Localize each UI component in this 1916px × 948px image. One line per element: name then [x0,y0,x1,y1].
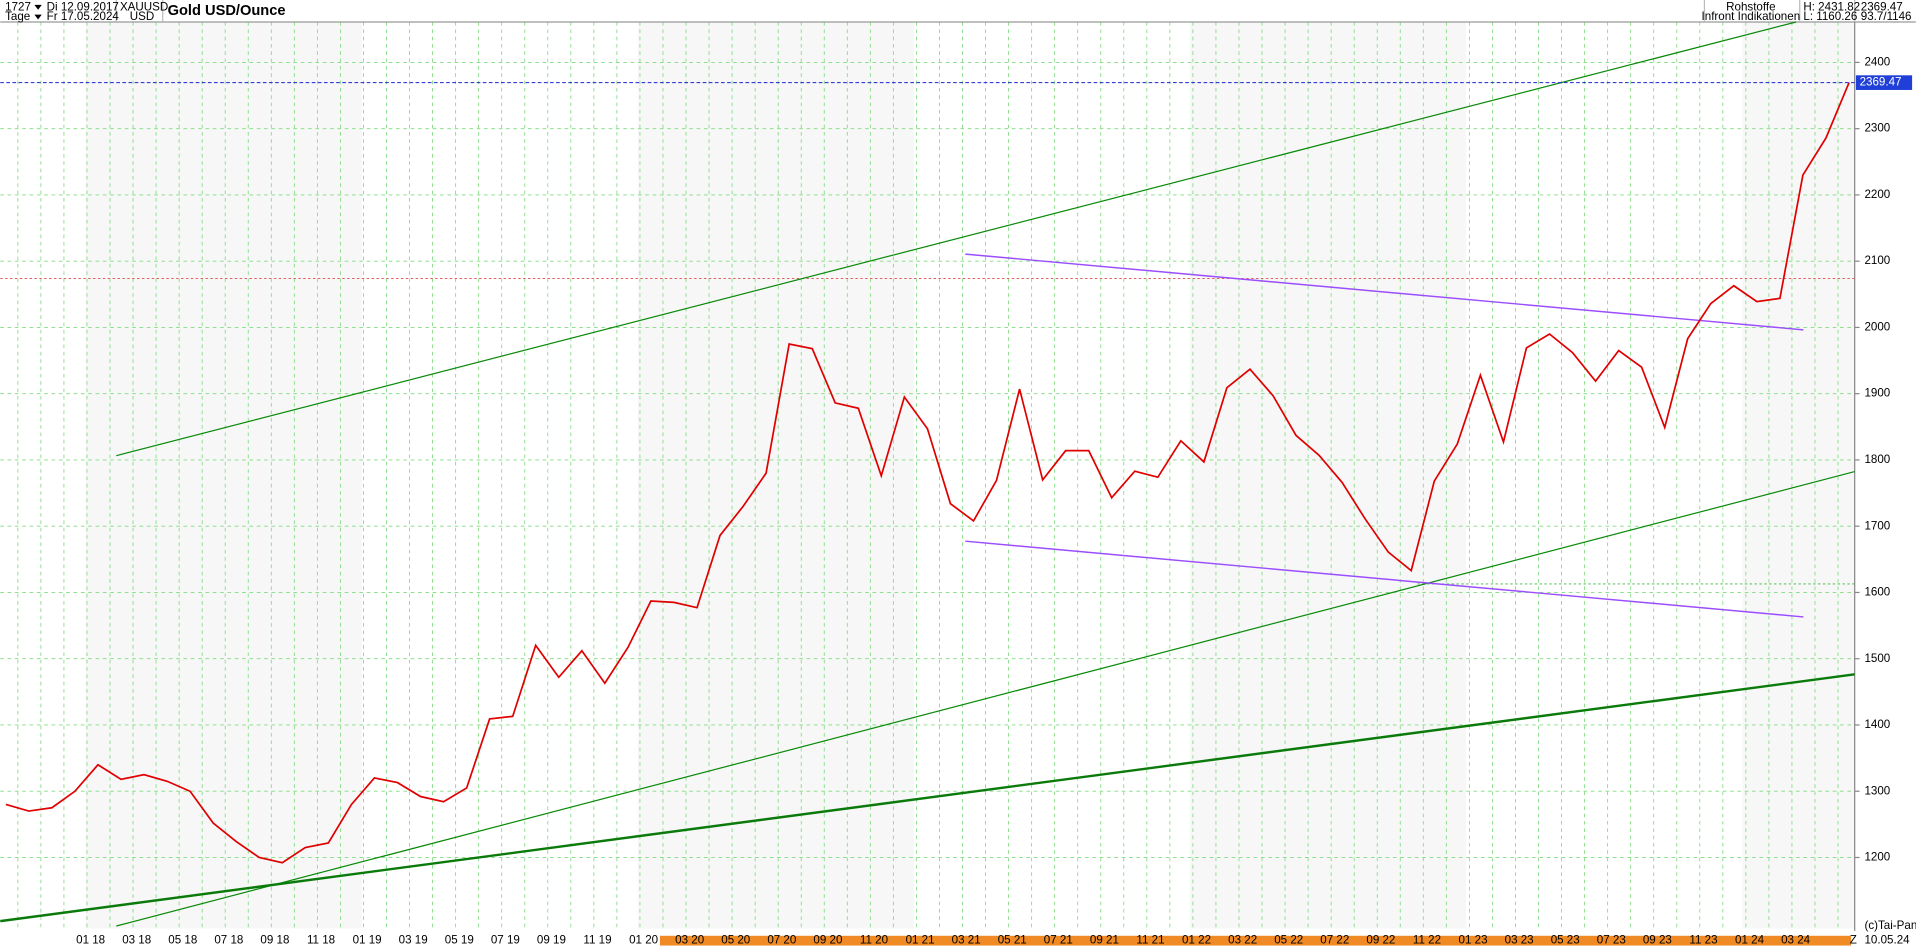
x-tick-label: 01 22 [1182,934,1211,947]
dropdown-arrow[interactable] [34,14,42,20]
x-tick-label: 01 21 [906,934,935,947]
x-tick-label: 07 22 [1320,934,1349,947]
price-line [5,82,1850,864]
x-tick-label: 09 23 [1643,934,1672,947]
info: 93.7/1146 [1861,10,1912,23]
last-date: 10.05.24 [1864,934,1910,947]
x-tick-label: 09 20 [813,934,842,947]
x-tick-label: 07 23 [1597,934,1626,947]
copyright: (c)Tai-Pan [1864,919,1916,932]
y-tick-label: 1600 [1864,586,1890,599]
x-tick-label: 09 18 [260,934,289,947]
x-tick-label: 07 18 [214,934,243,947]
y-tick-label: 2100 [1864,254,1890,267]
symbol: XAUUSD [120,0,168,13]
x-tick-label: 05 21 [998,934,1027,947]
x-tick-label: 03 21 [952,934,981,947]
x-tick-label: 03 18 [122,934,151,947]
bar-count[interactable]: 1727 [5,0,31,13]
x-tick-label: 01 19 [353,934,382,947]
x-tick-label: 09 21 [1090,934,1119,947]
y-tick-label: 2200 [1864,188,1890,201]
x-tick-label: 05 18 [168,934,197,947]
end-date: Fr 17.05.2024 [47,10,120,23]
stripe [85,21,362,929]
x-tick-label: 05 19 [445,934,474,947]
trend-line[interactable] [116,470,1855,927]
y-tick-label: 2400 [1864,55,1890,68]
x-tick-label: 03 22 [1228,934,1257,947]
trend-line[interactable] [0,673,1855,923]
x-tick-label: 07 19 [491,934,520,947]
x-tick-label: 09 22 [1366,934,1395,947]
grid [0,21,1855,929]
series [5,82,1850,864]
trend-line[interactable] [116,21,1797,457]
chart-title: Gold USD/Ounce [168,3,286,19]
x-tick-label: 05 23 [1551,934,1580,947]
stripe [637,21,915,929]
low: L: 1160.26 [1803,10,1857,23]
x-tick-label: 11 21 [1136,934,1164,947]
y-tick-label: 1800 [1864,453,1890,466]
y-tick-label: 1900 [1864,387,1890,400]
start-date: Di 12.09.2017 [47,0,119,13]
x-tick-label: 11 22 [1413,934,1441,947]
y-tick-label: 1500 [1864,652,1890,665]
y-tick-label: 1700 [1864,519,1890,532]
last-price-box [1855,75,1913,90]
x-tick-label: 03 24 [1781,934,1811,947]
channel-line[interactable] [965,253,1804,331]
x-tick-label: 07 20 [767,934,796,947]
source: Infront Indikationen [1702,10,1801,23]
currency: USD [130,10,154,23]
x-tick-label: 05 22 [1274,934,1303,947]
x-tick-label: 01 18 [76,934,105,947]
x-tick-label: 11 18 [307,934,335,947]
channel-line[interactable] [965,540,1804,618]
x-tick-label: 01 23 [1459,934,1488,947]
year-stripes [85,21,1855,929]
dropdown-arrow[interactable] [34,4,42,10]
x-tick-label: 03 23 [1505,934,1534,947]
stripe [1742,21,1855,929]
x-tick-label: 05 20 [721,934,750,947]
group: Rohstoffe [1726,0,1775,13]
time-highlight [659,935,1852,946]
x-tick-label: 11 19 [583,934,611,947]
x-tick-label: 01 20 [629,934,658,947]
period[interactable]: Tage [5,10,30,23]
x-tick-label: 09 19 [537,934,566,947]
y-tick-label: 1200 [1864,851,1890,864]
last-price-label: 2369.47 [1860,76,1902,89]
x-tick-label: 03 20 [675,934,704,947]
x-tick-label: 07 21 [1044,934,1073,947]
last-price: 2369.47 [1861,0,1903,13]
x-tick-label: 01 24 [1735,934,1765,947]
high: H: 2431.82 [1803,0,1860,13]
y-tick-label: 2300 [1864,122,1890,135]
x-tick-label: 11 23 [1689,934,1717,947]
zoom[interactable]: Z [1850,934,1857,947]
y-tick-label: 2000 [1864,320,1890,333]
x-tick-label: 11 20 [860,934,888,947]
stripe [1190,21,1467,929]
x-tick-label: 03 19 [399,934,428,947]
y-tick-label: 1300 [1864,784,1890,797]
y-tick-label: 1400 [1864,718,1890,731]
